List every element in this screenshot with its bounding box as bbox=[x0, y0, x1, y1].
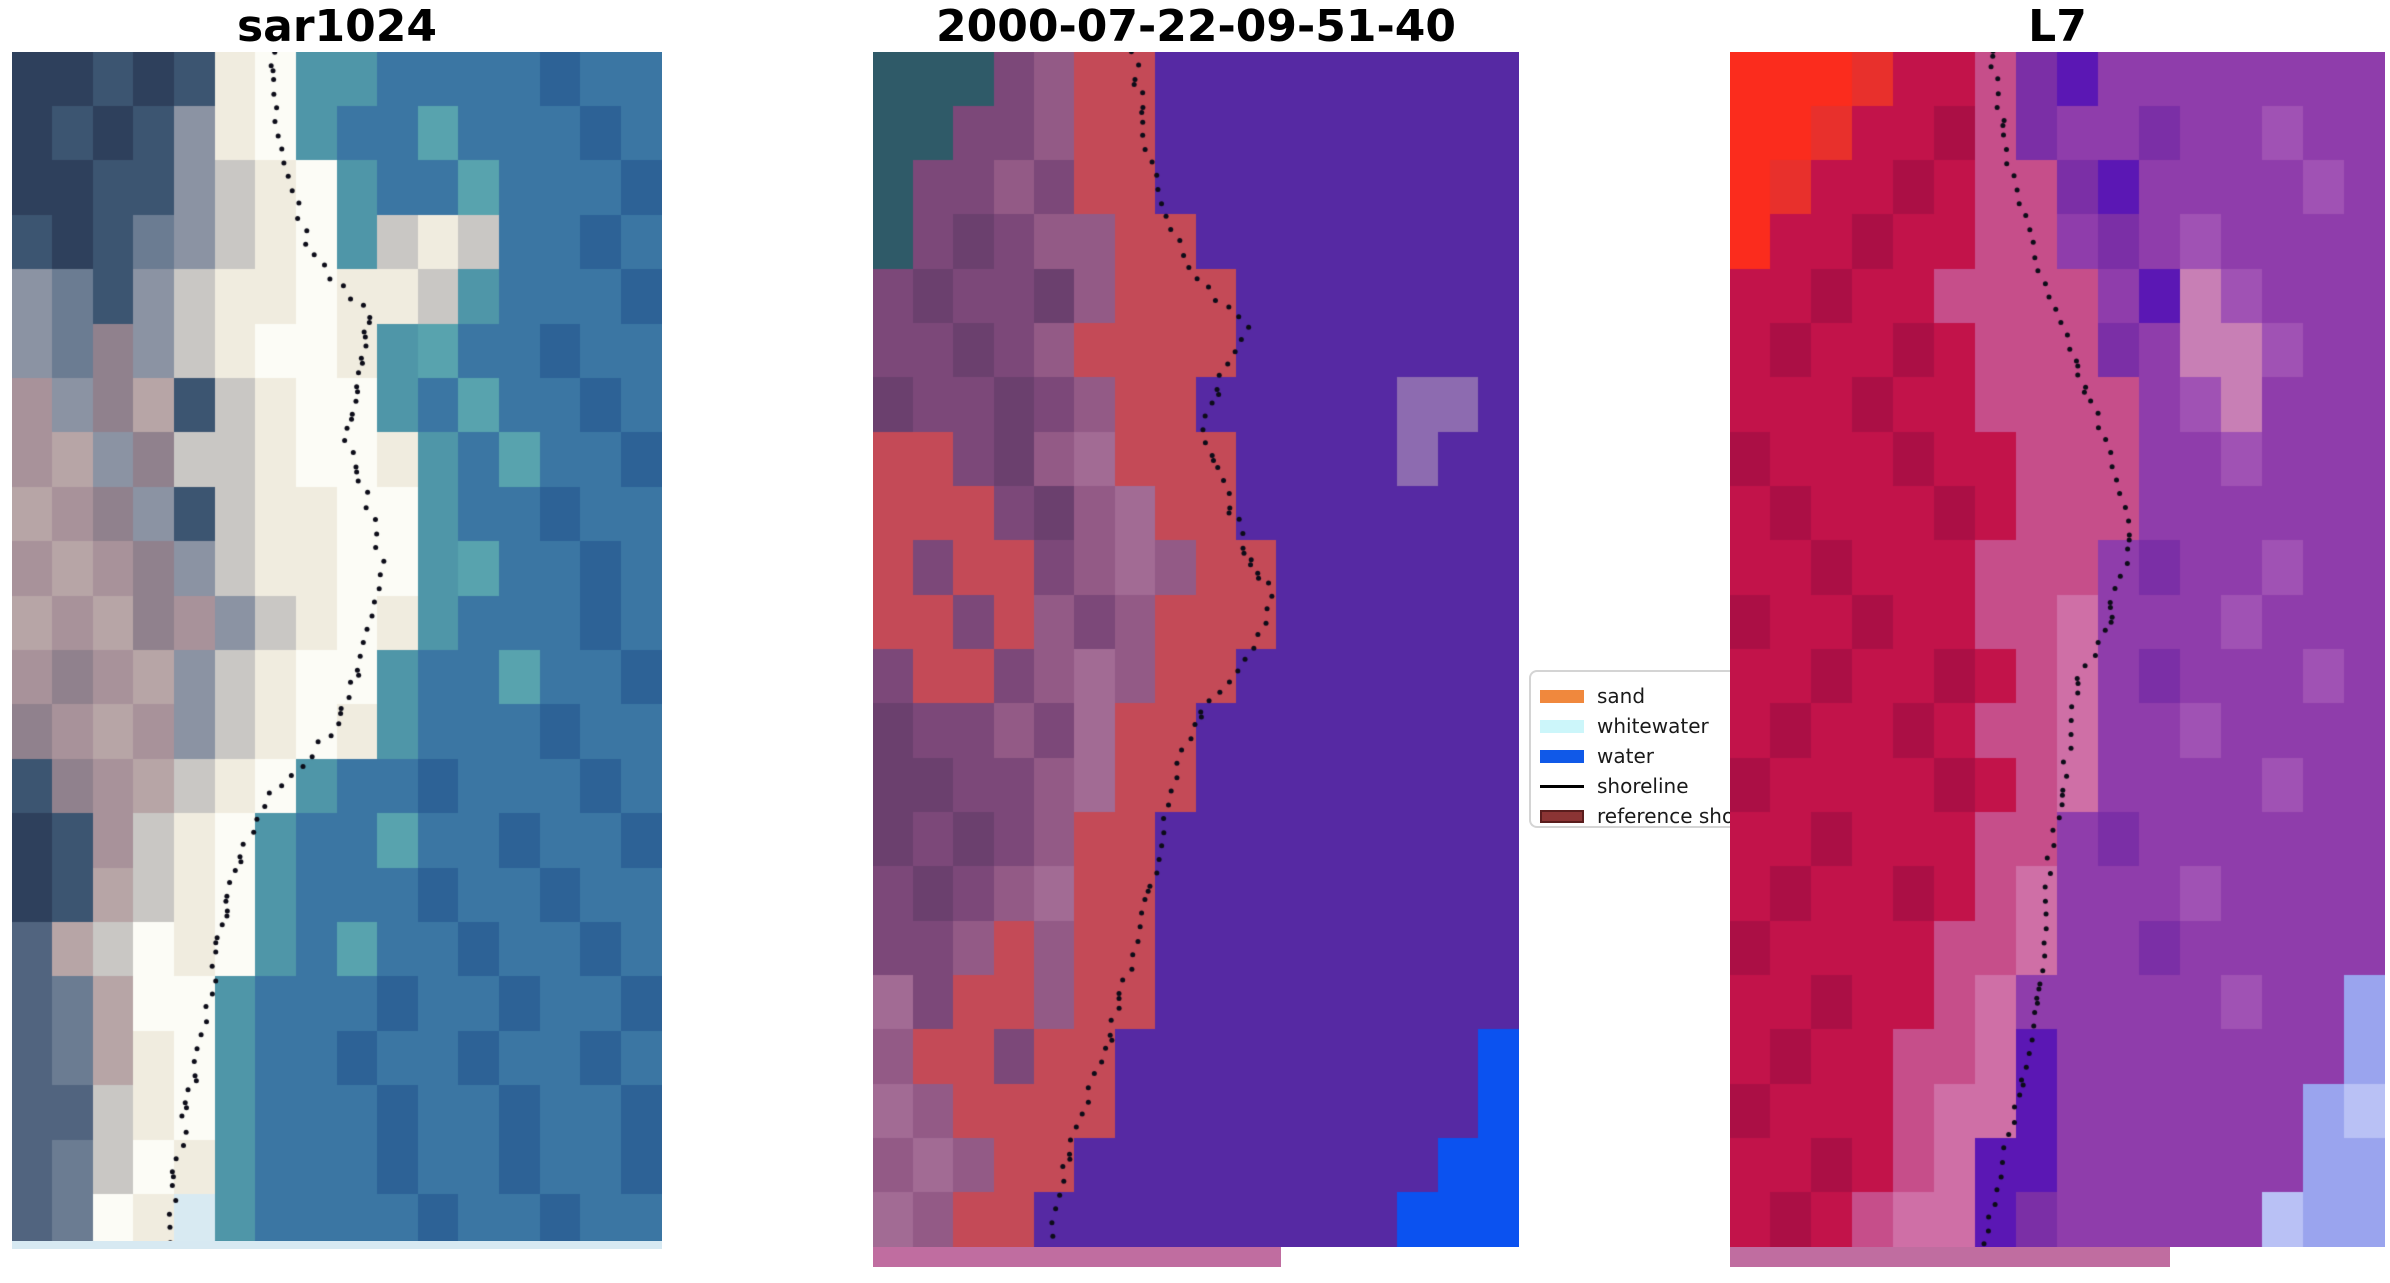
sar1024-bottom-strip-0 bbox=[12, 1241, 662, 1249]
L7-bottom-strip-0 bbox=[1730, 1247, 2170, 1267]
legend-label-whitewater: whitewater bbox=[1597, 714, 1709, 738]
legend-label-shoreline: shoreline bbox=[1597, 774, 1689, 798]
legend-row-water: water bbox=[1540, 741, 1730, 771]
legend-label-water: water bbox=[1597, 744, 1654, 768]
legend-swatch-sand bbox=[1540, 689, 1584, 703]
legend-label-reference-shoreline: reference shoreline bbox=[1597, 804, 1730, 828]
legend-swatch-reference-shoreline bbox=[1540, 809, 1584, 823]
classified-image bbox=[873, 52, 1519, 1247]
legend-swatch-shoreline bbox=[1540, 784, 1584, 788]
panel-classified: 2000-07-22-09-51-40 bbox=[873, 5, 1519, 1247]
legend-swatch-whitewater bbox=[1540, 719, 1584, 733]
L7-image bbox=[1730, 52, 2385, 1247]
sar1024-image bbox=[12, 52, 662, 1249]
legend: sand whitewater water shoreline reference sh… bbox=[1529, 670, 1730, 828]
panel-title-classified: 2000-07-22-09-51-40 bbox=[936, 1, 1456, 52]
legend-row-shoreline: shoreline bbox=[1540, 771, 1730, 801]
panel-L7: L7 bbox=[1730, 5, 2385, 1247]
panel-sar1024: sar1024 bbox=[12, 5, 662, 1249]
legend-swatch-water bbox=[1540, 749, 1584, 763]
classified-bottom-strip-0 bbox=[873, 1247, 1281, 1267]
legend-row-sand: sand bbox=[1540, 681, 1730, 711]
legend-row-reference-shoreline: reference shoreline bbox=[1540, 801, 1730, 828]
legend-row-whitewater: whitewater bbox=[1540, 711, 1730, 741]
legend-label-sand: sand bbox=[1597, 684, 1646, 708]
panel-title-sar1024: sar1024 bbox=[236, 1, 438, 52]
panel-title-L7: L7 bbox=[2028, 1, 2087, 52]
